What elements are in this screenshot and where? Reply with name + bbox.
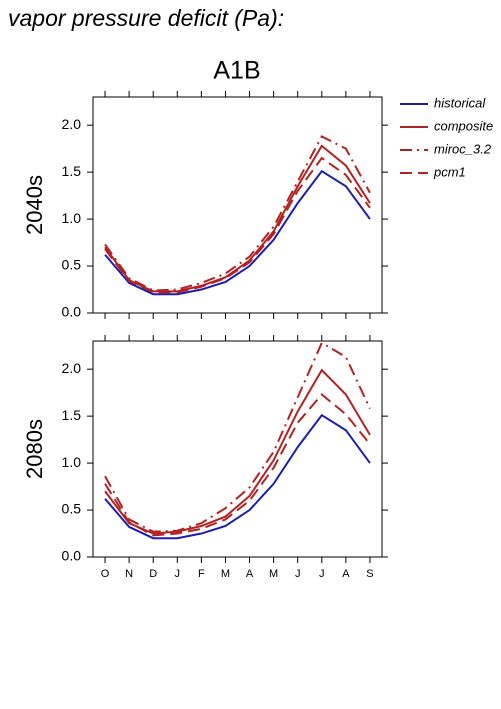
legend-label: historical [434,95,486,110]
series-line [104,393,371,537]
y-tick-label: 1.0 [62,454,82,470]
x-tick-label: F [198,568,205,580]
series-line [104,135,371,292]
y-tick-label: 0.0 [62,548,82,564]
legend-label: miroc_3.2 [434,141,492,156]
x-tick-label: D [149,568,157,580]
y-tick-label: 1.5 [62,407,82,423]
x-tick-label: M [221,568,230,580]
x-tick-label: J [319,568,325,580]
y-axis-label: 2040s [22,175,47,235]
series-line [104,169,371,296]
page-title: vapor pressure deficit (Pa): [8,5,284,31]
y-tick-label: 0.0 [62,304,82,320]
x-tick-label: S [366,568,373,580]
x-tick-label: J [175,568,181,580]
x-tick-label: A [246,568,254,580]
chart-title: A1B [213,57,260,85]
y-tick-label: 1.0 [62,210,82,226]
series-line [104,341,371,533]
y-tick-label: 1.5 [62,163,82,179]
y-tick-label: 2.0 [62,360,82,376]
y-tick-label: 0.5 [62,501,82,517]
x-tick-label: M [269,568,278,580]
x-tick-label: O [101,568,110,580]
x-tick-label: J [295,568,301,580]
series-line [104,368,371,535]
y-tick-label: 0.5 [62,257,82,273]
plot-frame [92,96,383,314]
series-line [104,156,371,294]
x-tick-label: N [125,568,133,580]
y-tick-label: 2.0 [62,116,82,132]
legend-label: composite [434,118,493,133]
x-tick-label: A [342,568,350,580]
series-line [104,413,371,540]
legend-label: pcm1 [433,164,466,179]
y-axis-label: 2080s [22,419,47,479]
plot-frame [92,340,383,558]
